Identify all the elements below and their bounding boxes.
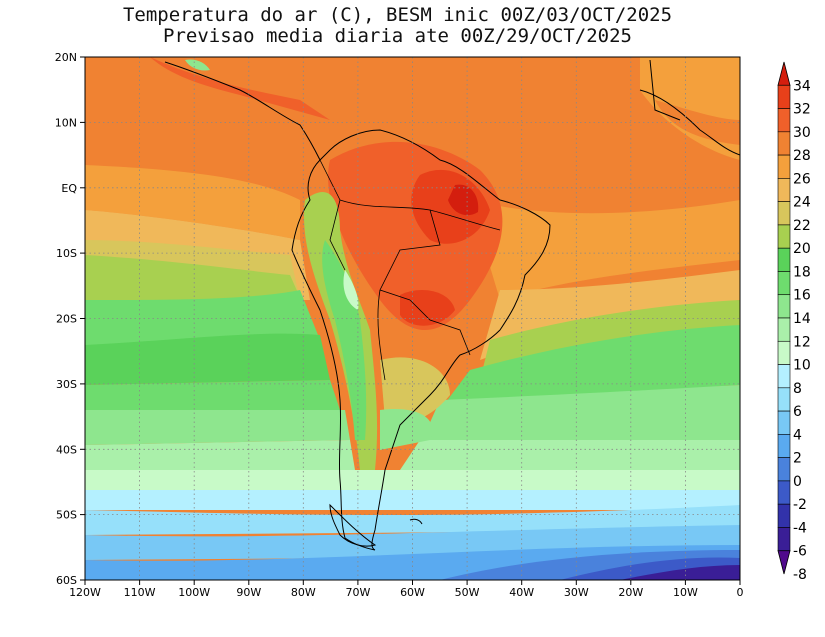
lon-label: 120W	[69, 586, 101, 599]
colorbar-label: 30	[793, 125, 811, 141]
lat-label: 10N	[55, 116, 77, 129]
colorbar-label: -2	[793, 497, 807, 513]
lon-label: 50W	[455, 586, 480, 599]
colorbar-swatch	[777, 271, 791, 296]
colorbar-swatch	[777, 317, 791, 342]
colorbar-swatch	[777, 387, 791, 412]
latitude-labels: 20N 10N EQ 10S 20S 30S 40S 50S 60S	[55, 51, 78, 587]
colorbar-swatch	[777, 457, 791, 482]
colorbar-label: -6	[793, 544, 807, 560]
map-grid	[85, 57, 740, 580]
lat-label: EQ	[61, 182, 77, 195]
lon-label: 110W	[124, 586, 156, 599]
colorbar-label: 10	[793, 358, 811, 374]
country-borders	[319, 159, 501, 381]
colorbar-swatch	[777, 503, 791, 528]
colorbar-arrow-bottom	[777, 550, 791, 575]
lat-label: 20N	[55, 51, 77, 64]
colorbar-label: 24	[793, 195, 811, 211]
lon-label: 30W	[564, 586, 589, 599]
colorbar-label: 14	[793, 311, 811, 327]
axis-ticks	[80, 56, 741, 585]
lat-label: 20S	[56, 313, 77, 326]
lat-label: 30S	[56, 378, 77, 391]
colorbar-swatch	[777, 247, 791, 272]
colorbar-label: 4	[793, 427, 802, 443]
lon-label: 20W	[618, 586, 643, 599]
colorbar-label: 20	[793, 241, 811, 257]
colorbar-swatch	[777, 364, 791, 389]
coastlines	[164, 59, 740, 551]
colorbar-label: 22	[793, 218, 811, 234]
colorbar-label: 18	[793, 264, 811, 280]
colorbar-label: 12	[793, 334, 811, 350]
colorbar-arrow-top	[777, 61, 791, 86]
lon-label: 70W	[345, 586, 370, 599]
colorbar-label: 2	[793, 451, 802, 467]
colorbar-label: 28	[793, 148, 811, 164]
colorbar-swatch	[777, 84, 791, 109]
colorbar-swatch	[777, 340, 791, 365]
colorbar-label: 6	[793, 404, 802, 420]
colorbar-swatch	[777, 178, 791, 202]
lon-label: 0	[737, 586, 744, 599]
longitude-labels: 120W 110W 100W 90W 80W 70W 60W 50W 40W 3…	[69, 586, 743, 599]
lon-label: 40W	[509, 586, 534, 599]
colorbar-swatch	[777, 294, 791, 319]
colorbar-label: 8	[793, 381, 802, 397]
colorbar-label: 16	[793, 288, 811, 304]
colorbar-swatch	[777, 434, 791, 458]
colorbar-label: -8	[793, 567, 807, 583]
lon-label: 10W	[673, 586, 698, 599]
colorbar-label: -4	[793, 520, 807, 536]
lat-label: 60S	[56, 574, 77, 587]
lon-label: 100W	[178, 586, 210, 599]
lon-label: 90W	[236, 586, 261, 599]
colorbar-label: 26	[793, 171, 811, 187]
colorbar-swatch	[777, 527, 791, 552]
lat-label: 40S	[56, 443, 77, 456]
colorbar-swatch	[777, 154, 791, 179]
colorbar-label: 34	[793, 78, 811, 94]
colorbar-swatch	[777, 480, 791, 505]
lon-label: 60W	[400, 586, 425, 599]
colorbar-swatch	[777, 201, 791, 226]
lat-label: 10S	[56, 247, 77, 260]
colorbar-swatch	[777, 224, 791, 249]
colorbar-label: 32	[793, 102, 811, 118]
colorbar-swatch	[777, 131, 791, 156]
colorbar-label: 0	[793, 474, 802, 490]
colorbar-swatch	[777, 410, 791, 435]
map-title-line-2: Previsao media diaria ate 00Z/29/OCT/202…	[163, 25, 632, 47]
lat-label: 50S	[56, 509, 77, 522]
lon-label: 80W	[291, 586, 316, 599]
colorbar-swatch	[777, 108, 791, 133]
map-title-line-1: Temperatura do ar (C), BESM inic 00Z/03/…	[122, 4, 673, 26]
